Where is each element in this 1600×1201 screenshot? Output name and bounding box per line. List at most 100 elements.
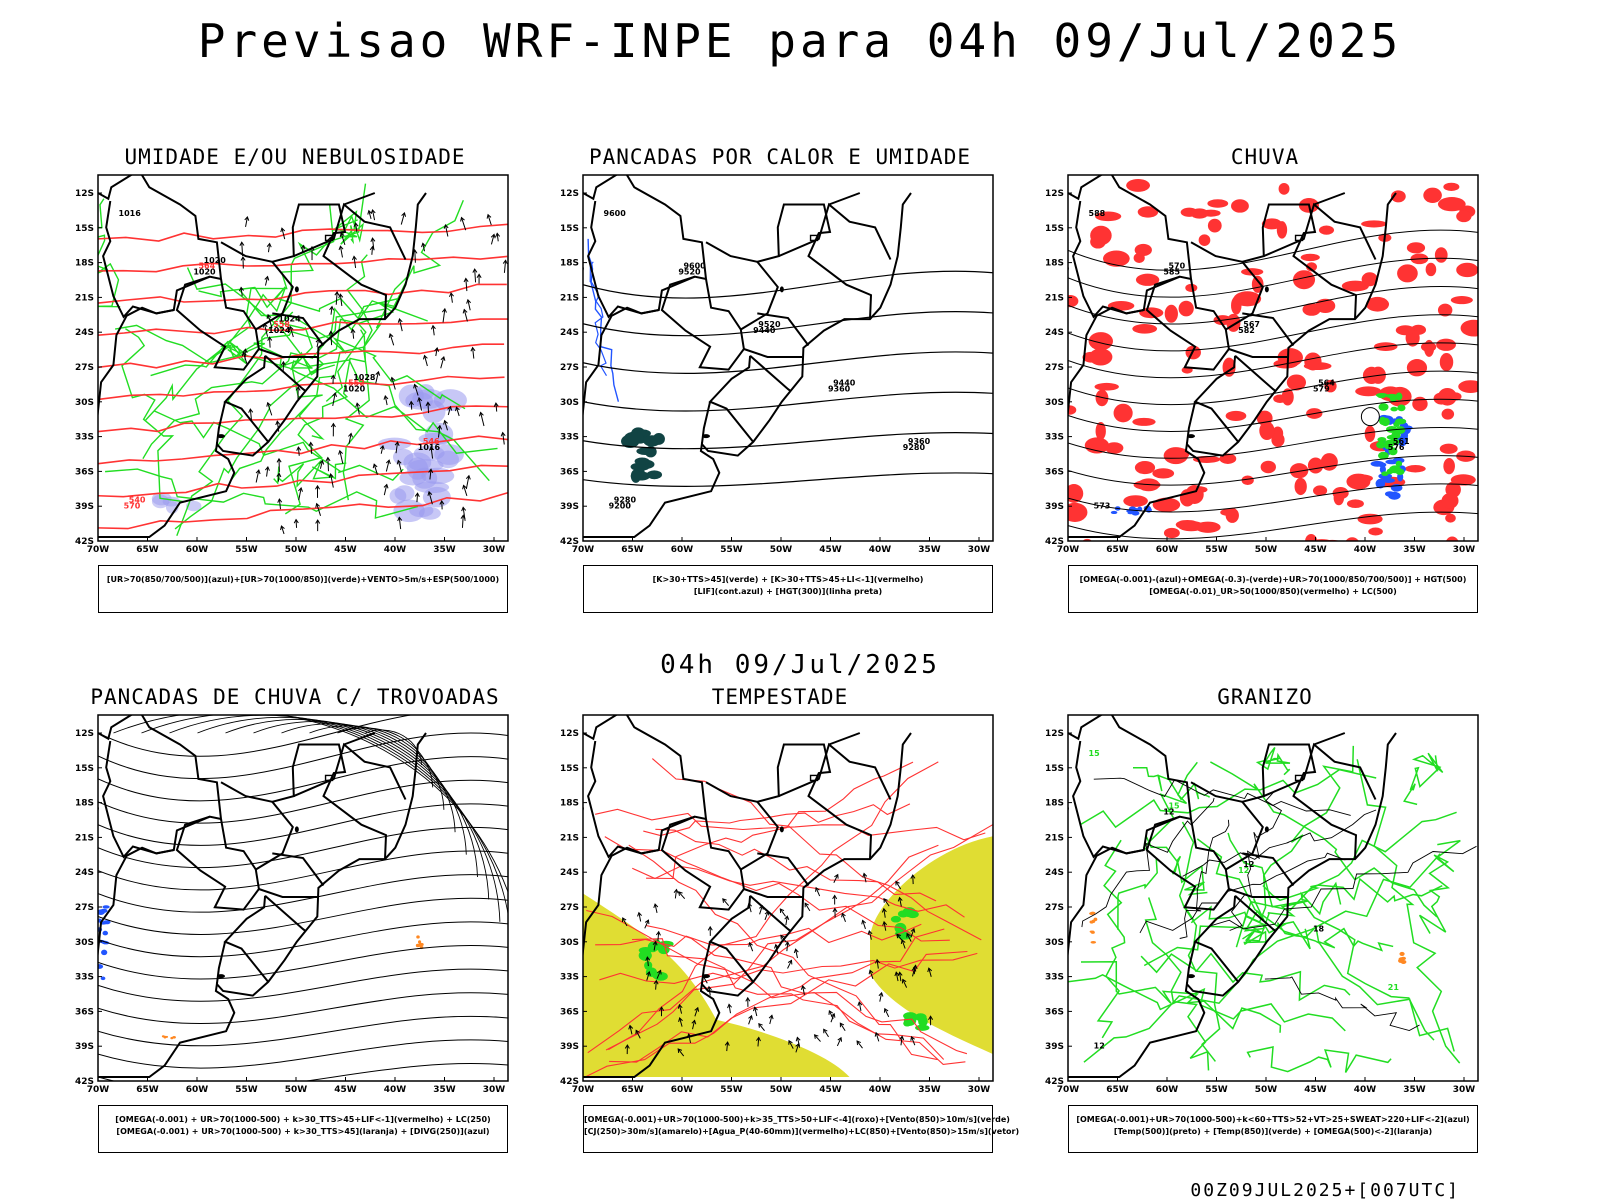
field-blob [1434, 392, 1450, 404]
country-border [221, 242, 272, 261]
contour-line [98, 224, 512, 241]
field-blob [1435, 247, 1448, 262]
lon-tick-label: 65W [621, 545, 644, 555]
isoline [1068, 512, 1478, 539]
field-blob [1062, 503, 1087, 522]
contour-label: 9280 [614, 496, 637, 505]
map-pancadas-calor: 9600952094409360928092009600952094409360… [545, 171, 1015, 565]
lon-tick-label: 45W [334, 545, 357, 555]
field-blob [1132, 324, 1157, 334]
lat-tick-label: 18S [560, 259, 579, 269]
country-border [256, 205, 386, 330]
lon-tick-label: 65W [1106, 545, 1129, 555]
field-blob [1153, 498, 1181, 512]
field-blob [1164, 447, 1188, 464]
contour-line [1277, 923, 1393, 951]
lat-tick-label: 36S [75, 467, 94, 477]
field-blob [162, 1035, 165, 1037]
field-blob [1261, 461, 1276, 474]
contour-label: 1016 [119, 209, 142, 218]
lon-tick-label: 60W [671, 1085, 694, 1095]
contour-line [655, 829, 936, 901]
isoline [98, 922, 508, 957]
lon-tick-label: 70W [87, 1085, 110, 1095]
wind-vector [475, 269, 476, 282]
lat-tick-label: 27S [75, 363, 94, 373]
field-blob [1399, 952, 1404, 956]
field-blob [1208, 219, 1222, 233]
country-border [1235, 356, 1276, 392]
field-blob [416, 944, 420, 947]
lat-tick-label: 24S [1045, 328, 1064, 338]
country-border [779, 205, 891, 260]
map-chuva: 58858558257957657357056756456112S15S18S2… [1030, 171, 1500, 565]
field-blob [95, 964, 103, 969]
field-blob [1304, 352, 1321, 370]
country-border [750, 896, 791, 932]
country-border [1314, 733, 1345, 745]
lat-tick-label: 36S [1045, 1007, 1064, 1017]
lat-tick-label: 12S [560, 729, 579, 739]
field-blob [1445, 514, 1456, 523]
lat-tick-label: 33S [560, 433, 579, 443]
lat-tick-label: 24S [75, 328, 94, 338]
lat-tick-label: 24S [1045, 868, 1064, 878]
lon-tick-label: 70W [572, 545, 595, 555]
country-border [829, 193, 860, 205]
lon-tick-label: 30W [483, 1085, 506, 1095]
field-blob [1405, 465, 1426, 472]
field-blob [904, 1015, 916, 1026]
field-blob [1127, 511, 1133, 514]
lon-tick-label: 55W [235, 1085, 258, 1095]
lat-tick-label: 15S [75, 224, 94, 234]
lat-tick-label: 12S [75, 189, 94, 199]
lon-tick-label: 40W [384, 545, 407, 555]
field-blob [1440, 444, 1458, 454]
field-blob [1319, 226, 1334, 235]
field-blob [1103, 251, 1130, 267]
lat-tick-label: 33S [560, 973, 579, 983]
field-blob [1179, 301, 1194, 317]
legend-line: [OMEGA(-0.01)_UR>50(1000/850)(vermelho) … [1069, 586, 1477, 598]
field-blob [1220, 509, 1236, 516]
lat-tick-label: 33S [1045, 973, 1064, 983]
lake [295, 826, 299, 832]
field-blob [416, 935, 419, 938]
country-border [583, 171, 706, 317]
isoline [98, 733, 508, 779]
lon-tick-label: 60W [1156, 545, 1179, 555]
contour-label: 12 [1094, 1041, 1105, 1050]
legend-line: [UR>70(850/700/500)](azul)+[UR>70(1000/8… [99, 574, 507, 586]
field-blob [1423, 188, 1442, 203]
lat-tick-label: 12S [1045, 729, 1064, 739]
lat-tick-label: 21S [560, 833, 579, 843]
lat-tick-label: 18S [75, 799, 94, 809]
contour-line [1263, 879, 1442, 902]
lat-tick-label: 18S [75, 259, 94, 269]
lake [702, 974, 710, 978]
lon-tick-label: 45W [1304, 1085, 1327, 1095]
legend-line: [OMEGA(-0.001)+UR>70(1000-500)+k>35_TTS>… [584, 1114, 992, 1126]
lon-tick-label: 70W [572, 1085, 595, 1095]
lon-tick-label: 60W [671, 545, 694, 555]
main-title: Previsao WRF-INPE para 04h 09/Jul/2025 [0, 14, 1600, 68]
lake [217, 434, 225, 438]
field-blob [631, 469, 641, 483]
contour-label: 21 [1388, 983, 1400, 992]
isoline [583, 352, 993, 373]
contour-line [1357, 759, 1459, 1063]
lon-tick-label: 70W [1057, 1085, 1080, 1095]
field-blob [658, 945, 670, 954]
field-blob [1091, 941, 1097, 944]
lon-tick-label: 30W [968, 1085, 991, 1095]
lon-tick-label: 60W [186, 545, 209, 555]
lat-tick-label: 39S [1045, 1042, 1064, 1052]
contour-line [1146, 898, 1209, 1071]
country-border [829, 733, 860, 745]
field-blob [1376, 441, 1385, 448]
panel-title: GRANIZO [1030, 685, 1500, 709]
country-border [779, 745, 891, 800]
field-blob [1365, 426, 1376, 442]
